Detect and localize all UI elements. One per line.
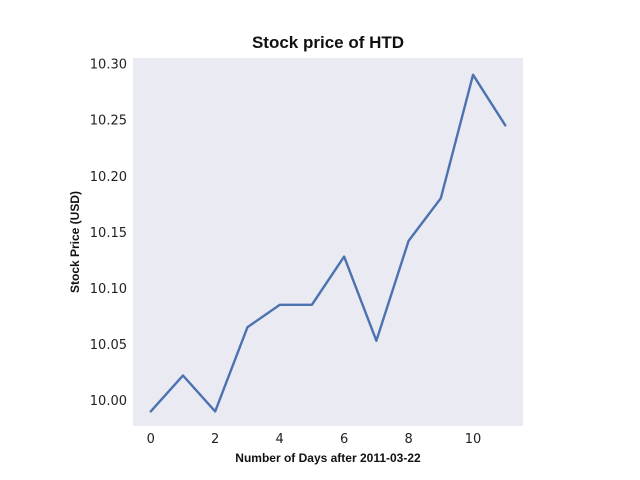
y-tick-label: 10.00: [90, 394, 127, 409]
y-tick-label: 10.10: [90, 282, 127, 297]
y-tick-label: 10.15: [90, 226, 127, 241]
x-tick-label: 4: [276, 432, 284, 447]
y-tick-label: 10.20: [90, 170, 127, 185]
x-axis-label: Number of Days after 2011-03-22: [235, 451, 421, 465]
y-tick-label: 10.05: [90, 338, 127, 353]
x-tick-label: 10: [465, 432, 482, 447]
y-tick-label: 10.25: [90, 114, 127, 129]
chart-title: Stock price of HTD: [252, 33, 404, 52]
y-axis-ticks: 10.00 10.05 10.10 10.15 10.20 10.25 10.30: [90, 58, 127, 410]
plot-area: [133, 58, 523, 426]
x-tick-label: 8: [404, 432, 412, 447]
x-tick-label: 0: [147, 432, 155, 447]
x-axis-ticks: 0 2 4 6 8 10: [147, 432, 482, 447]
x-tick-label: 6: [340, 432, 348, 447]
x-tick-label: 2: [211, 432, 219, 447]
y-tick-label: 10.30: [90, 58, 127, 73]
y-axis-label: Stock Price (USD): [68, 191, 82, 293]
